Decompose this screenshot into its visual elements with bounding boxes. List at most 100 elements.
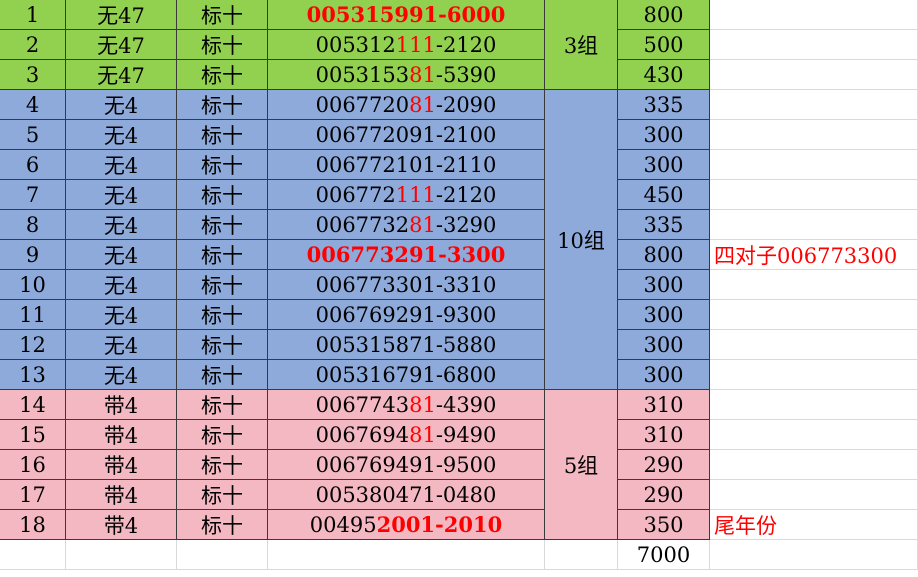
row-number: 1 bbox=[0, 0, 66, 30]
serial-cell: 006772 111 -2120 bbox=[268, 180, 545, 210]
row-number: 7 bbox=[0, 180, 66, 210]
note-cell: 四对子006773300 bbox=[710, 240, 918, 270]
mark-cell: 标十 bbox=[177, 390, 268, 420]
type-cell: 带4 bbox=[66, 510, 177, 540]
mark-cell: 标十 bbox=[177, 120, 268, 150]
mark-cell: 标十 bbox=[177, 150, 268, 180]
serial-part: -2120 bbox=[435, 182, 497, 207]
type-cell: 无4 bbox=[66, 360, 177, 390]
serial-part: 005380471-0480 bbox=[315, 482, 497, 507]
serial-cell: 00495 2001-2010 bbox=[268, 510, 545, 540]
empty-cell bbox=[710, 450, 918, 480]
serial-part: -5390 bbox=[435, 62, 497, 87]
empty-cell bbox=[710, 480, 918, 510]
amount-cell: 300 bbox=[618, 120, 710, 150]
empty-cell bbox=[710, 420, 918, 450]
amount-cell: 300 bbox=[618, 270, 710, 300]
mark-cell: 标十 bbox=[177, 240, 268, 270]
type-cell: 无47 bbox=[66, 30, 177, 60]
row-number: 14 bbox=[0, 390, 66, 420]
row-number: 8 bbox=[0, 210, 66, 240]
serial-part: 81 bbox=[409, 212, 436, 237]
total-cell: 7000 bbox=[618, 540, 710, 570]
row-number: 11 bbox=[0, 300, 66, 330]
empty-cell bbox=[710, 60, 918, 90]
serial-cell: 005316791-6800 bbox=[268, 360, 545, 390]
serial-part: -2120 bbox=[435, 32, 497, 57]
mark-cell: 标十 bbox=[177, 270, 268, 300]
serial-cell: 005380471-0480 bbox=[268, 480, 545, 510]
mark-cell: 标十 bbox=[177, 360, 268, 390]
row-number: 2 bbox=[0, 30, 66, 60]
amount-cell: 335 bbox=[618, 210, 710, 240]
amount-cell: 300 bbox=[618, 330, 710, 360]
amount-cell: 335 bbox=[618, 90, 710, 120]
serial-part: 0067720 bbox=[315, 92, 410, 117]
mark-cell: 标十 bbox=[177, 300, 268, 330]
serial-part: 111 bbox=[395, 182, 436, 207]
row-number: 16 bbox=[0, 450, 66, 480]
type-cell: 带4 bbox=[66, 480, 177, 510]
serial-part: 006772 bbox=[315, 182, 396, 207]
note-cell: 尾年份 bbox=[710, 510, 918, 540]
serial-part: 2001-2010 bbox=[376, 512, 503, 537]
mark-cell: 标十 bbox=[177, 0, 268, 30]
serial-part: -2090 bbox=[435, 92, 497, 117]
serial-part: 006772091-2100 bbox=[315, 122, 497, 147]
mark-cell: 标十 bbox=[177, 210, 268, 240]
serial-cell: 005315871-5880 bbox=[268, 330, 545, 360]
row-number: 13 bbox=[0, 360, 66, 390]
amount-cell: 800 bbox=[618, 240, 710, 270]
serial-part: 006769291-9300 bbox=[315, 302, 497, 327]
empty-cell bbox=[268, 540, 545, 570]
serial-cell: 006773291-3300 bbox=[268, 240, 545, 270]
type-cell: 无4 bbox=[66, 180, 177, 210]
serial-part: 005316791-6800 bbox=[315, 362, 497, 387]
mark-cell: 标十 bbox=[177, 330, 268, 360]
serial-cell: 006769491-9500 bbox=[268, 450, 545, 480]
empty-cell bbox=[710, 300, 918, 330]
serial-cell: 005315991-6000 bbox=[268, 0, 545, 30]
amount-cell: 800 bbox=[618, 0, 710, 30]
serial-part: 006769491-9500 bbox=[315, 452, 497, 477]
serial-part: 0067694 bbox=[315, 422, 410, 447]
type-cell: 无4 bbox=[66, 210, 177, 240]
empty-cell bbox=[545, 540, 618, 570]
group-cell: 5组 bbox=[545, 390, 618, 540]
serial-part: 006772101-2110 bbox=[315, 152, 497, 177]
amount-cell: 500 bbox=[618, 30, 710, 60]
serial-part: -3290 bbox=[435, 212, 497, 237]
serial-part: 0067743 bbox=[315, 392, 410, 417]
group-cell: 3组 bbox=[545, 0, 618, 90]
serial-part: -9490 bbox=[435, 422, 497, 447]
mark-cell: 标十 bbox=[177, 420, 268, 450]
serial-part: 005315871-5880 bbox=[315, 332, 497, 357]
amount-cell: 300 bbox=[618, 360, 710, 390]
row-number: 18 bbox=[0, 510, 66, 540]
serial-part: 81 bbox=[409, 62, 436, 87]
type-cell: 无47 bbox=[66, 0, 177, 30]
amount-cell: 300 bbox=[618, 150, 710, 180]
row-number: 4 bbox=[0, 90, 66, 120]
type-cell: 带4 bbox=[66, 450, 177, 480]
empty-cell bbox=[710, 270, 918, 300]
amount-cell: 430 bbox=[618, 60, 710, 90]
serial-cell: 006772091-2100 bbox=[268, 120, 545, 150]
amount-cell: 290 bbox=[618, 450, 710, 480]
serial-part: 006773291-3300 bbox=[306, 242, 506, 267]
serial-part: 00495 bbox=[309, 512, 377, 537]
row-number: 15 bbox=[0, 420, 66, 450]
mark-cell: 标十 bbox=[177, 180, 268, 210]
row-number: 17 bbox=[0, 480, 66, 510]
amount-cell: 310 bbox=[618, 420, 710, 450]
empty-cell bbox=[710, 90, 918, 120]
empty-cell bbox=[710, 360, 918, 390]
group-cell: 10组 bbox=[545, 90, 618, 390]
serial-cell: 0067720 81 -2090 bbox=[268, 90, 545, 120]
empty-cell bbox=[710, 210, 918, 240]
serial-part: 006773301-3310 bbox=[315, 272, 497, 297]
empty-cell bbox=[710, 330, 918, 360]
row-number: 12 bbox=[0, 330, 66, 360]
serial-part: 0067732 bbox=[315, 212, 410, 237]
